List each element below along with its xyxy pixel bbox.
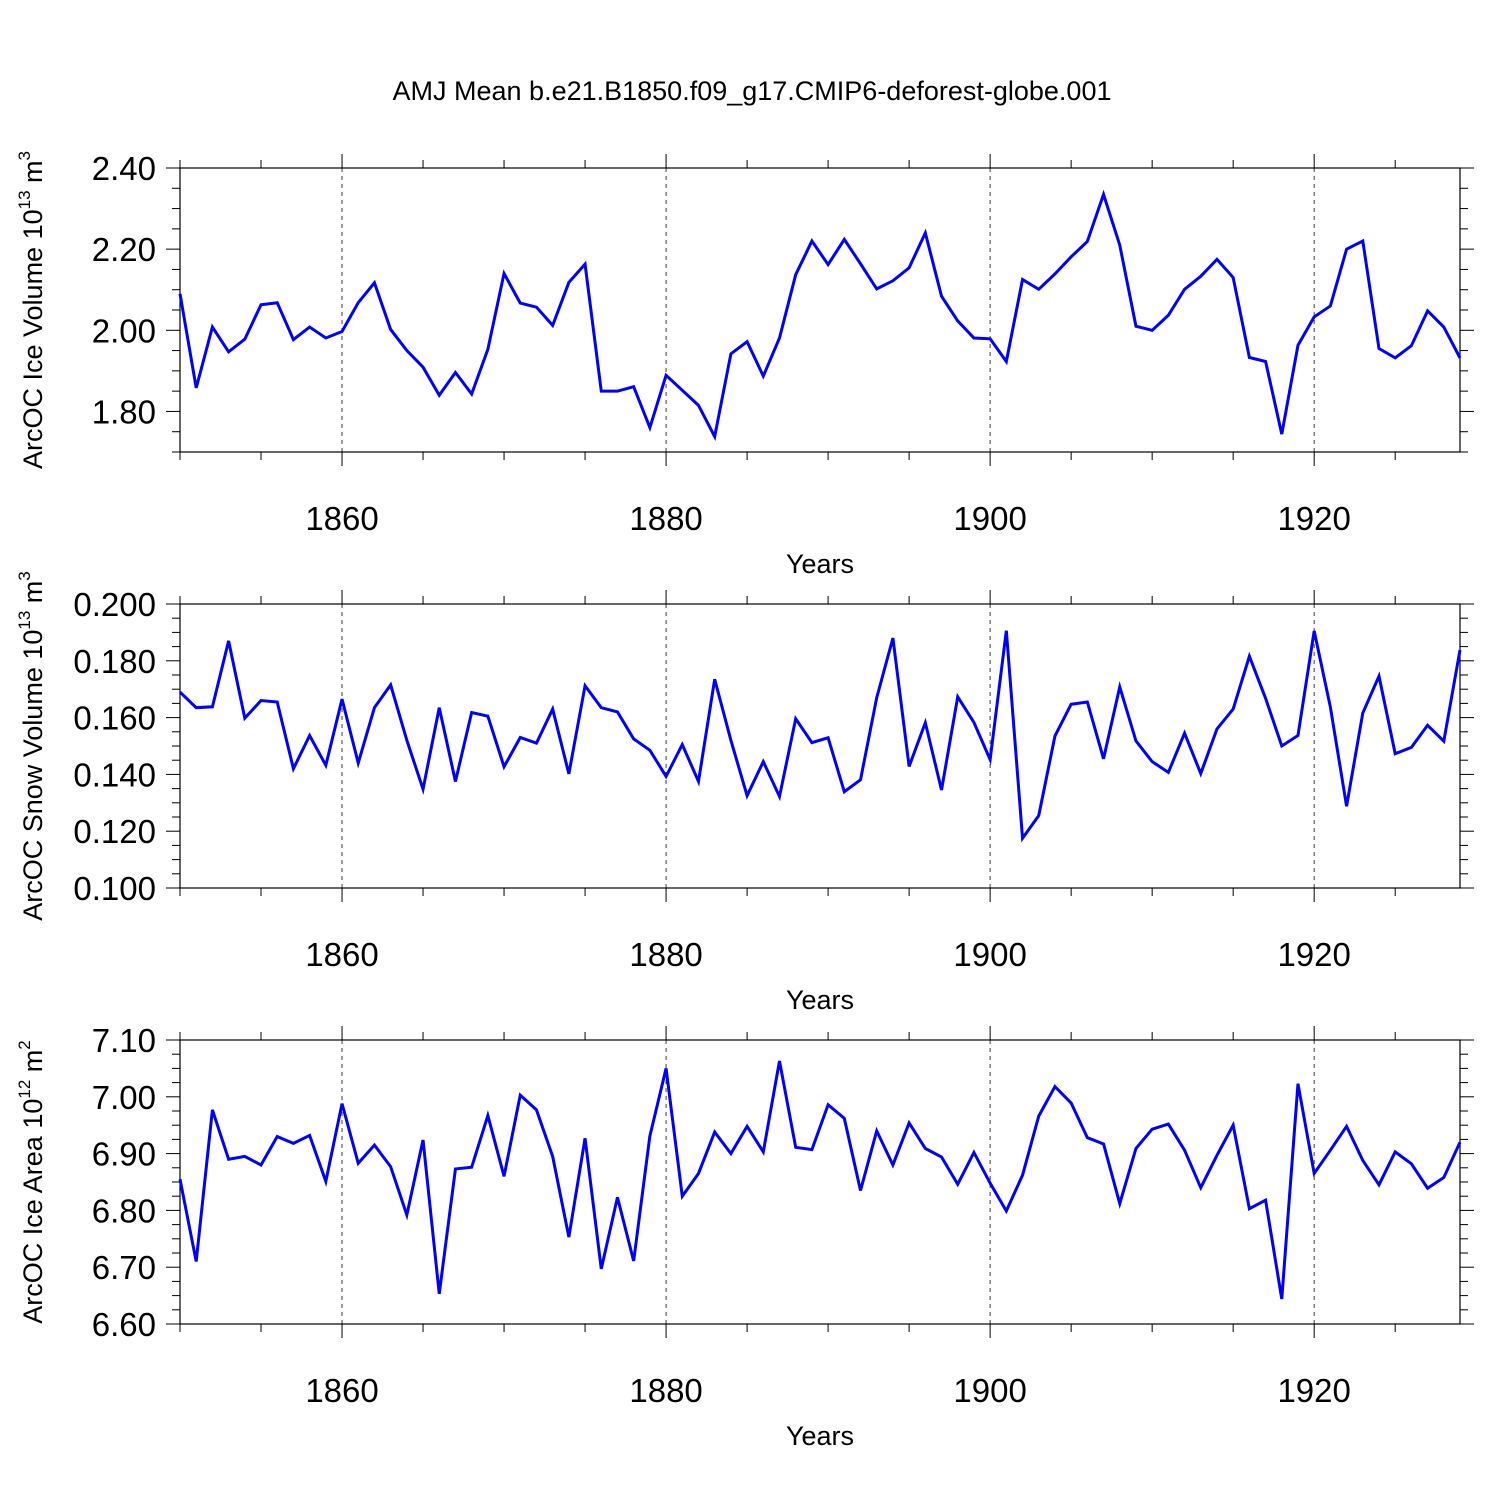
plot-frame [179,603,1461,889]
y-tick-label: 0.200 [73,586,156,623]
y-axis-label: ArcOC Snow Volume 1013 m3 [15,571,48,921]
y-axis-label-exponent: 12 [15,1080,34,1099]
y-tick-label: 2.20 [92,231,156,268]
y-tick-label: 6.80 [92,1192,156,1229]
y-tick-label: 0.120 [73,813,156,850]
y-axis-label-unit-exponent: 3 [15,571,34,580]
y-axis-label-text: ArcOC Snow Volume 10 [18,630,48,921]
x-axis-label: Years [786,1421,854,1451]
series-line-ice-volume [178,189,1462,442]
y-tick-label: 7.00 [92,1079,156,1116]
y-axis-label: ArcOC Ice Volume 1013 m3 [15,151,48,469]
series-line-ice-area [178,1060,1462,1300]
y-axis-label-text: ArcOC Ice Volume 10 [18,209,48,469]
panel-ice-area: 6.60 6.70 6.80 6.90 7.00 7.10 1860 1880 1900 1920… [15,1022,1474,1451]
y-tick-label: 2.40 [92,150,156,187]
chart-title: AMJ Mean b.e21.B1850.f09_g17.CMIP6-defor… [393,76,1112,106]
y-tick-label: 0.100 [73,870,156,907]
y-axis-label-exponent: 13 [15,190,34,209]
y-tick-label: 6.60 [92,1306,156,1343]
x-tick-label: 1860 [305,936,378,973]
y-axis-label-unit: m [18,581,48,611]
x-tick-label: 1920 [1277,936,1350,973]
y-tick-label: 6.70 [92,1249,156,1286]
y-axis-label-text: ArcOC Ice Area 10 [18,1099,48,1324]
panels: 1.80 2.00 2.20 2.40 1860 1880 1900 1920 Years Arc… [15,150,1474,1451]
x-tick-label: 1920 [1277,500,1350,537]
y-axis-label: ArcOC Ice Area 1012 m2 [15,1040,48,1324]
panel-ice-volume: 1.80 2.00 2.20 2.40 1860 1880 1900 1920 Years Arc… [15,150,1474,579]
y-tick-label: 2.00 [92,312,156,349]
x-tick-label: 1860 [305,1372,378,1409]
y-tick-label: 7.10 [92,1022,156,1059]
x-tick-label: 1900 [953,500,1026,537]
y-axis-label-unit: m [18,1050,48,1080]
x-tick-label: 1880 [629,1372,702,1409]
y-axis-label-unit: m [18,160,48,190]
series-line-snow-volume [178,630,1462,843]
x-tick-label: 1880 [629,500,702,537]
x-tick-label: 1880 [629,936,702,973]
x-tick-label: 1900 [953,1372,1026,1409]
y-tick-label: 0.180 [73,643,156,680]
y-tick-label: 1.80 [92,393,156,430]
y-axis-label-unit-exponent: 2 [15,1040,34,1049]
x-tick-label: 1900 [953,936,1026,973]
plot-frame [179,1039,1461,1325]
plot-frame [179,167,1461,453]
y-axis-label-exponent: 13 [15,611,34,630]
y-tick-label: 0.140 [73,756,156,793]
x-axis-label: Years [786,985,854,1015]
x-axis-label: Years [786,549,854,579]
x-tick-label: 1920 [1277,1372,1350,1409]
panel-snow-volume: 0.100 0.120 0.140 0.160 0.180 0.200 1860 1880 19… [15,571,1474,1015]
y-tick-label: 0.160 [73,700,156,737]
y-tick-label: 6.90 [92,1136,156,1173]
y-axis-label-unit-exponent: 3 [15,151,34,160]
x-tick-label: 1860 [305,500,378,537]
